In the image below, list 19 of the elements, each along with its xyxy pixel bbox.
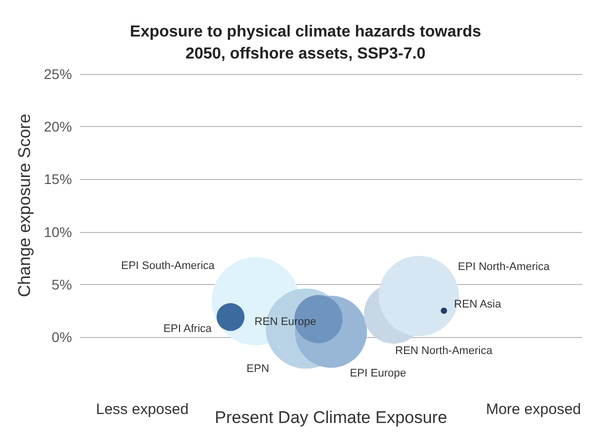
- y-axis-title: Change exposure Score: [15, 114, 34, 298]
- y-tick-label: 25%: [44, 66, 72, 82]
- y-tick-label: 10%: [44, 224, 72, 240]
- y-tick-label: 0%: [52, 329, 72, 345]
- series-label: REN North-America: [395, 345, 494, 358]
- text: More exposed: [486, 401, 582, 418]
- series-label: EPI North-America: [458, 260, 550, 273]
- y-tick-label: 5%: [52, 276, 72, 292]
- x-axis-title: Present Day Climate Exposure: [214, 408, 448, 427]
- series-label: REN Asia: [454, 298, 502, 311]
- text: Less exposed: [96, 401, 189, 418]
- series-label: REN Europe: [254, 316, 316, 328]
- series-label: EPI Europe: [350, 367, 406, 380]
- y-tick-label: 20%: [44, 118, 72, 135]
- series-label: EPI South-America: [121, 260, 216, 272]
- series-label: EPN: [246, 363, 270, 376]
- chart-title: Exposure to physical climate hazards towards 2050, offshore assets, SSP3-7.0: [130, 24, 482, 62]
- series-label: EPI Africa: [163, 323, 213, 336]
- y-tick-label: 15%: [44, 171, 72, 188]
